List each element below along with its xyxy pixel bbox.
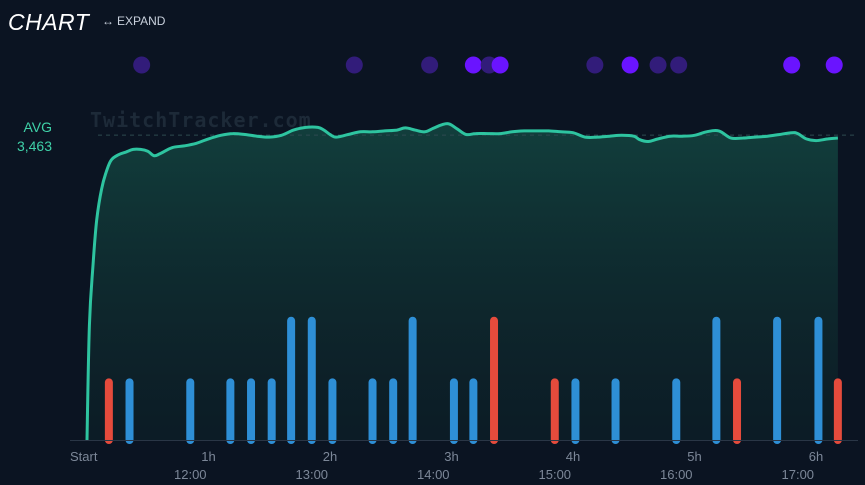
event-bar — [833, 378, 842, 444]
marker-dot — [621, 56, 639, 74]
tick-label-elapsed: Start — [70, 449, 98, 464]
chart-title: CHART — [8, 9, 90, 35]
marker-dot — [464, 56, 482, 74]
event-bar — [125, 378, 134, 444]
event-bar — [328, 378, 337, 444]
event-bar — [733, 378, 742, 444]
event-bar — [186, 378, 195, 444]
event-bar — [368, 378, 377, 444]
avg-label: AVG — [23, 119, 52, 135]
event-bar — [469, 378, 478, 444]
tick-label-elapsed: 6h — [809, 449, 823, 464]
viewers-line — [85, 122, 838, 441]
avg-value: 3,463 — [17, 138, 52, 154]
event-bar — [773, 316, 782, 444]
marker-dots — [133, 56, 843, 74]
marker-dot — [825, 56, 843, 74]
marker-dot — [783, 56, 801, 74]
tick-label-clock: 14:00 — [417, 467, 450, 482]
event-bar — [287, 316, 296, 444]
marker-dot — [345, 56, 363, 74]
event-bar — [550, 378, 559, 444]
event-bar — [449, 378, 458, 444]
event-bars — [104, 316, 842, 444]
event-bar — [672, 378, 681, 444]
event-bar — [226, 378, 235, 444]
marker-dot — [586, 56, 604, 74]
tick-label-clock: 13:00 — [296, 467, 329, 482]
event-bar — [571, 378, 580, 444]
event-bar — [712, 316, 721, 444]
expand-button[interactable]: ↔ EXPAND — [102, 14, 165, 28]
marker-dot — [670, 56, 688, 74]
viewers-area — [87, 123, 838, 440]
tick-label-elapsed: 2h — [323, 449, 337, 464]
tick-label-elapsed: 3h — [444, 449, 458, 464]
event-bar — [389, 378, 398, 444]
watermark: TwitchTracker.com — [90, 108, 312, 132]
tick-label-clock: 15:00 — [539, 467, 572, 482]
event-bar — [814, 316, 823, 444]
tick-label-elapsed: 1h — [201, 449, 215, 464]
expand-label: EXPAND — [117, 14, 166, 28]
tick-label-clock: 17:00 — [782, 467, 815, 482]
tick-label-clock: 12:00 — [174, 467, 207, 482]
marker-dot — [421, 56, 439, 74]
x-axis-ticks: Start 1h 2h 3h 4h 5h 6h 12:00 13:00 14:00 15:00 16:… — [70, 449, 823, 482]
event-bar — [611, 378, 620, 444]
tick-label-elapsed: 4h — [566, 449, 580, 464]
left-right-arrow-icon: ↔ — [102, 14, 114, 28]
event-bar — [267, 378, 276, 444]
event-bar — [490, 316, 499, 444]
event-bar — [104, 378, 113, 444]
marker-dot — [491, 56, 509, 74]
event-bar — [408, 316, 417, 444]
chart-header: CHART ↔ EXPAND — [0, 0, 865, 44]
tick-label-elapsed: 5h — [687, 449, 701, 464]
tick-label-clock: 16:00 — [660, 467, 693, 482]
event-bar — [307, 316, 316, 444]
marker-dot — [133, 56, 151, 74]
event-bar — [247, 378, 256, 444]
marker-dot — [649, 56, 667, 74]
